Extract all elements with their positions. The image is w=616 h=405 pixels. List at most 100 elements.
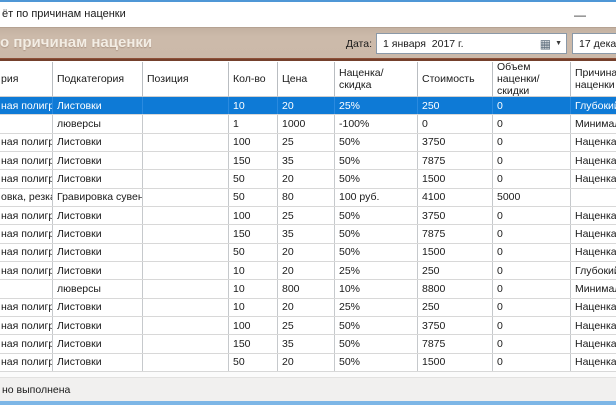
table-row[interactable]: ная полиграЛистовки502050%15000Наценка xyxy=(0,170,616,188)
table-body: ная полиграЛистовки102025%2500Глубокийлю… xyxy=(0,97,616,372)
table-row[interactable]: ная полиграЛистовки102025%2500Наценка xyxy=(0,299,616,317)
table-cell: ная полигра xyxy=(0,244,53,261)
table-cell: 250 xyxy=(418,262,493,279)
table-row[interactable]: ная полиграЛистовки1503550%78750Наценка xyxy=(0,225,616,243)
titlebar: ёт по причинам наценки — xyxy=(0,2,616,27)
table-cell: 1500 xyxy=(418,354,493,371)
table-cell: Гравировка сувени xyxy=(53,189,143,206)
table-cell: 50 xyxy=(229,189,278,206)
statusbar: но выполнена xyxy=(0,377,616,401)
table-cell: 50% xyxy=(335,244,418,261)
table-cell: ная полигра xyxy=(0,207,53,224)
table-cell: 150 xyxy=(229,152,278,169)
table-cell: Листовки xyxy=(53,225,143,242)
table-cell: Минимал xyxy=(571,115,616,132)
table-cell xyxy=(143,262,229,279)
column-header[interactable]: Кол-во xyxy=(229,62,278,97)
table-cell xyxy=(143,299,229,316)
table-cell: ная полигра xyxy=(0,225,53,242)
table-cell: 150 xyxy=(229,335,278,352)
date-from-picker-button[interactable]: ▦ ▼ xyxy=(540,34,562,53)
table-cell: 25% xyxy=(335,262,418,279)
table-cell: овка, резка, xyxy=(0,189,53,206)
table-cell: ная полигра xyxy=(0,299,53,316)
column-header[interactable]: Объем наценки/скидки xyxy=(493,62,571,97)
table-cell xyxy=(143,97,229,114)
table-row[interactable]: ная полиграЛистовки1002550%37500Наценка xyxy=(0,134,616,152)
table-row[interactable]: ная полиграЛистовки102025%2500Глубокий xyxy=(0,97,616,115)
table-cell: Листовки xyxy=(53,244,143,261)
table-row[interactable]: овка, резка,Гравировка сувени5080100 руб… xyxy=(0,189,616,207)
table-cell xyxy=(143,115,229,132)
column-header[interactable]: Подкатегория xyxy=(53,62,143,97)
column-header[interactable]: Причина наценки xyxy=(571,62,616,97)
table-cell: 0 xyxy=(493,207,571,224)
column-header[interactable]: Наценка/скидка xyxy=(335,62,418,97)
table-cell: ная полигра xyxy=(0,262,53,279)
table-cell: 35 xyxy=(278,225,335,242)
column-header[interactable]: Цена xyxy=(278,62,335,97)
table-cell: 250 xyxy=(418,299,493,316)
window-title: ёт по причинам наценки xyxy=(2,8,126,20)
calendar-icon: ▦ xyxy=(540,38,551,50)
column-header[interactable]: рия xyxy=(0,62,53,97)
table-cell: ная полигра xyxy=(0,354,53,371)
table-cell: 10 xyxy=(229,262,278,279)
minimize-button[interactable]: — xyxy=(568,2,592,27)
table-cell: 0 xyxy=(493,152,571,169)
table-cell xyxy=(143,189,229,206)
table-cell: ная полигра xyxy=(0,170,53,187)
table-row[interactable]: люверсы11000-100%00Минимал xyxy=(0,115,616,133)
report-title: о причинам наценки xyxy=(0,34,152,51)
table-cell: 50% xyxy=(335,207,418,224)
table-cell: 50 xyxy=(229,170,278,187)
table-cell: Наценка xyxy=(571,152,616,169)
table-cell xyxy=(143,170,229,187)
table-cell: 20 xyxy=(278,170,335,187)
date-filter-group: Дата: 1 января 2017 г. ▦ ▼ 17 декабря 20… xyxy=(338,33,616,54)
table-cell: 0 xyxy=(493,335,571,352)
table-cell: 0 xyxy=(418,115,493,132)
column-header[interactable]: Стоимость xyxy=(418,62,493,97)
table-cell: Наценка xyxy=(571,317,616,334)
table-cell xyxy=(143,244,229,261)
table-cell: люверсы xyxy=(53,115,143,132)
column-header[interactable]: Позиция xyxy=(143,62,229,97)
date-to-field[interactable]: 17 декабря 2018 г. ▦ xyxy=(572,33,616,54)
table-row[interactable]: ная полиграЛистовки102025%2500Глубокий xyxy=(0,262,616,280)
table-cell: 4100 xyxy=(418,189,493,206)
table-cell: Минимал xyxy=(571,280,616,297)
table-cell: 0 xyxy=(493,262,571,279)
table-row[interactable]: ная полиграЛистовки1503550%78750Наценка xyxy=(0,152,616,170)
table-cell: 50% xyxy=(335,354,418,371)
table-cell: 7875 xyxy=(418,225,493,242)
table-cell: ная полигра xyxy=(0,97,53,114)
table-cell: Листовки xyxy=(53,335,143,352)
date-from-field[interactable]: 1 января 2017 г. ▦ ▼ xyxy=(376,33,567,54)
table-row[interactable]: ная полиграЛистовки502050%15000Наценка xyxy=(0,244,616,262)
table-cell: Наценка xyxy=(571,170,616,187)
table-cell: 100 руб. xyxy=(335,189,418,206)
table-row[interactable]: люверсы1080010%88000Минимал xyxy=(0,280,616,298)
table-cell: 3750 xyxy=(418,207,493,224)
table-cell: 0 xyxy=(493,354,571,371)
table-row[interactable]: ная полиграЛистовки1503550%78750Наценка xyxy=(0,335,616,353)
table-cell: 1000 xyxy=(278,115,335,132)
table-cell: 3750 xyxy=(418,317,493,334)
table-row[interactable]: ная полиграЛистовки502050%15000Наценка xyxy=(0,354,616,372)
table-cell: Наценка xyxy=(571,207,616,224)
table-cell: Листовки xyxy=(53,207,143,224)
table-cell: Листовки xyxy=(53,134,143,151)
status-text: но выполнена xyxy=(0,384,70,396)
table-row[interactable]: ная полиграЛистовки1002550%37500Наценка xyxy=(0,207,616,225)
table-cell: Наценка xyxy=(571,225,616,242)
table-cell: Наценка xyxy=(571,299,616,316)
table-cell xyxy=(143,207,229,224)
table-row[interactable]: ная полиграЛистовки1002550%37500Наценка xyxy=(0,317,616,335)
table-cell: Листовки xyxy=(53,354,143,371)
table-cell: Листовки xyxy=(53,152,143,169)
table-cell: 35 xyxy=(278,152,335,169)
table-cell: 10 xyxy=(229,97,278,114)
table-cell: 0 xyxy=(493,225,571,242)
table-cell xyxy=(0,115,53,132)
